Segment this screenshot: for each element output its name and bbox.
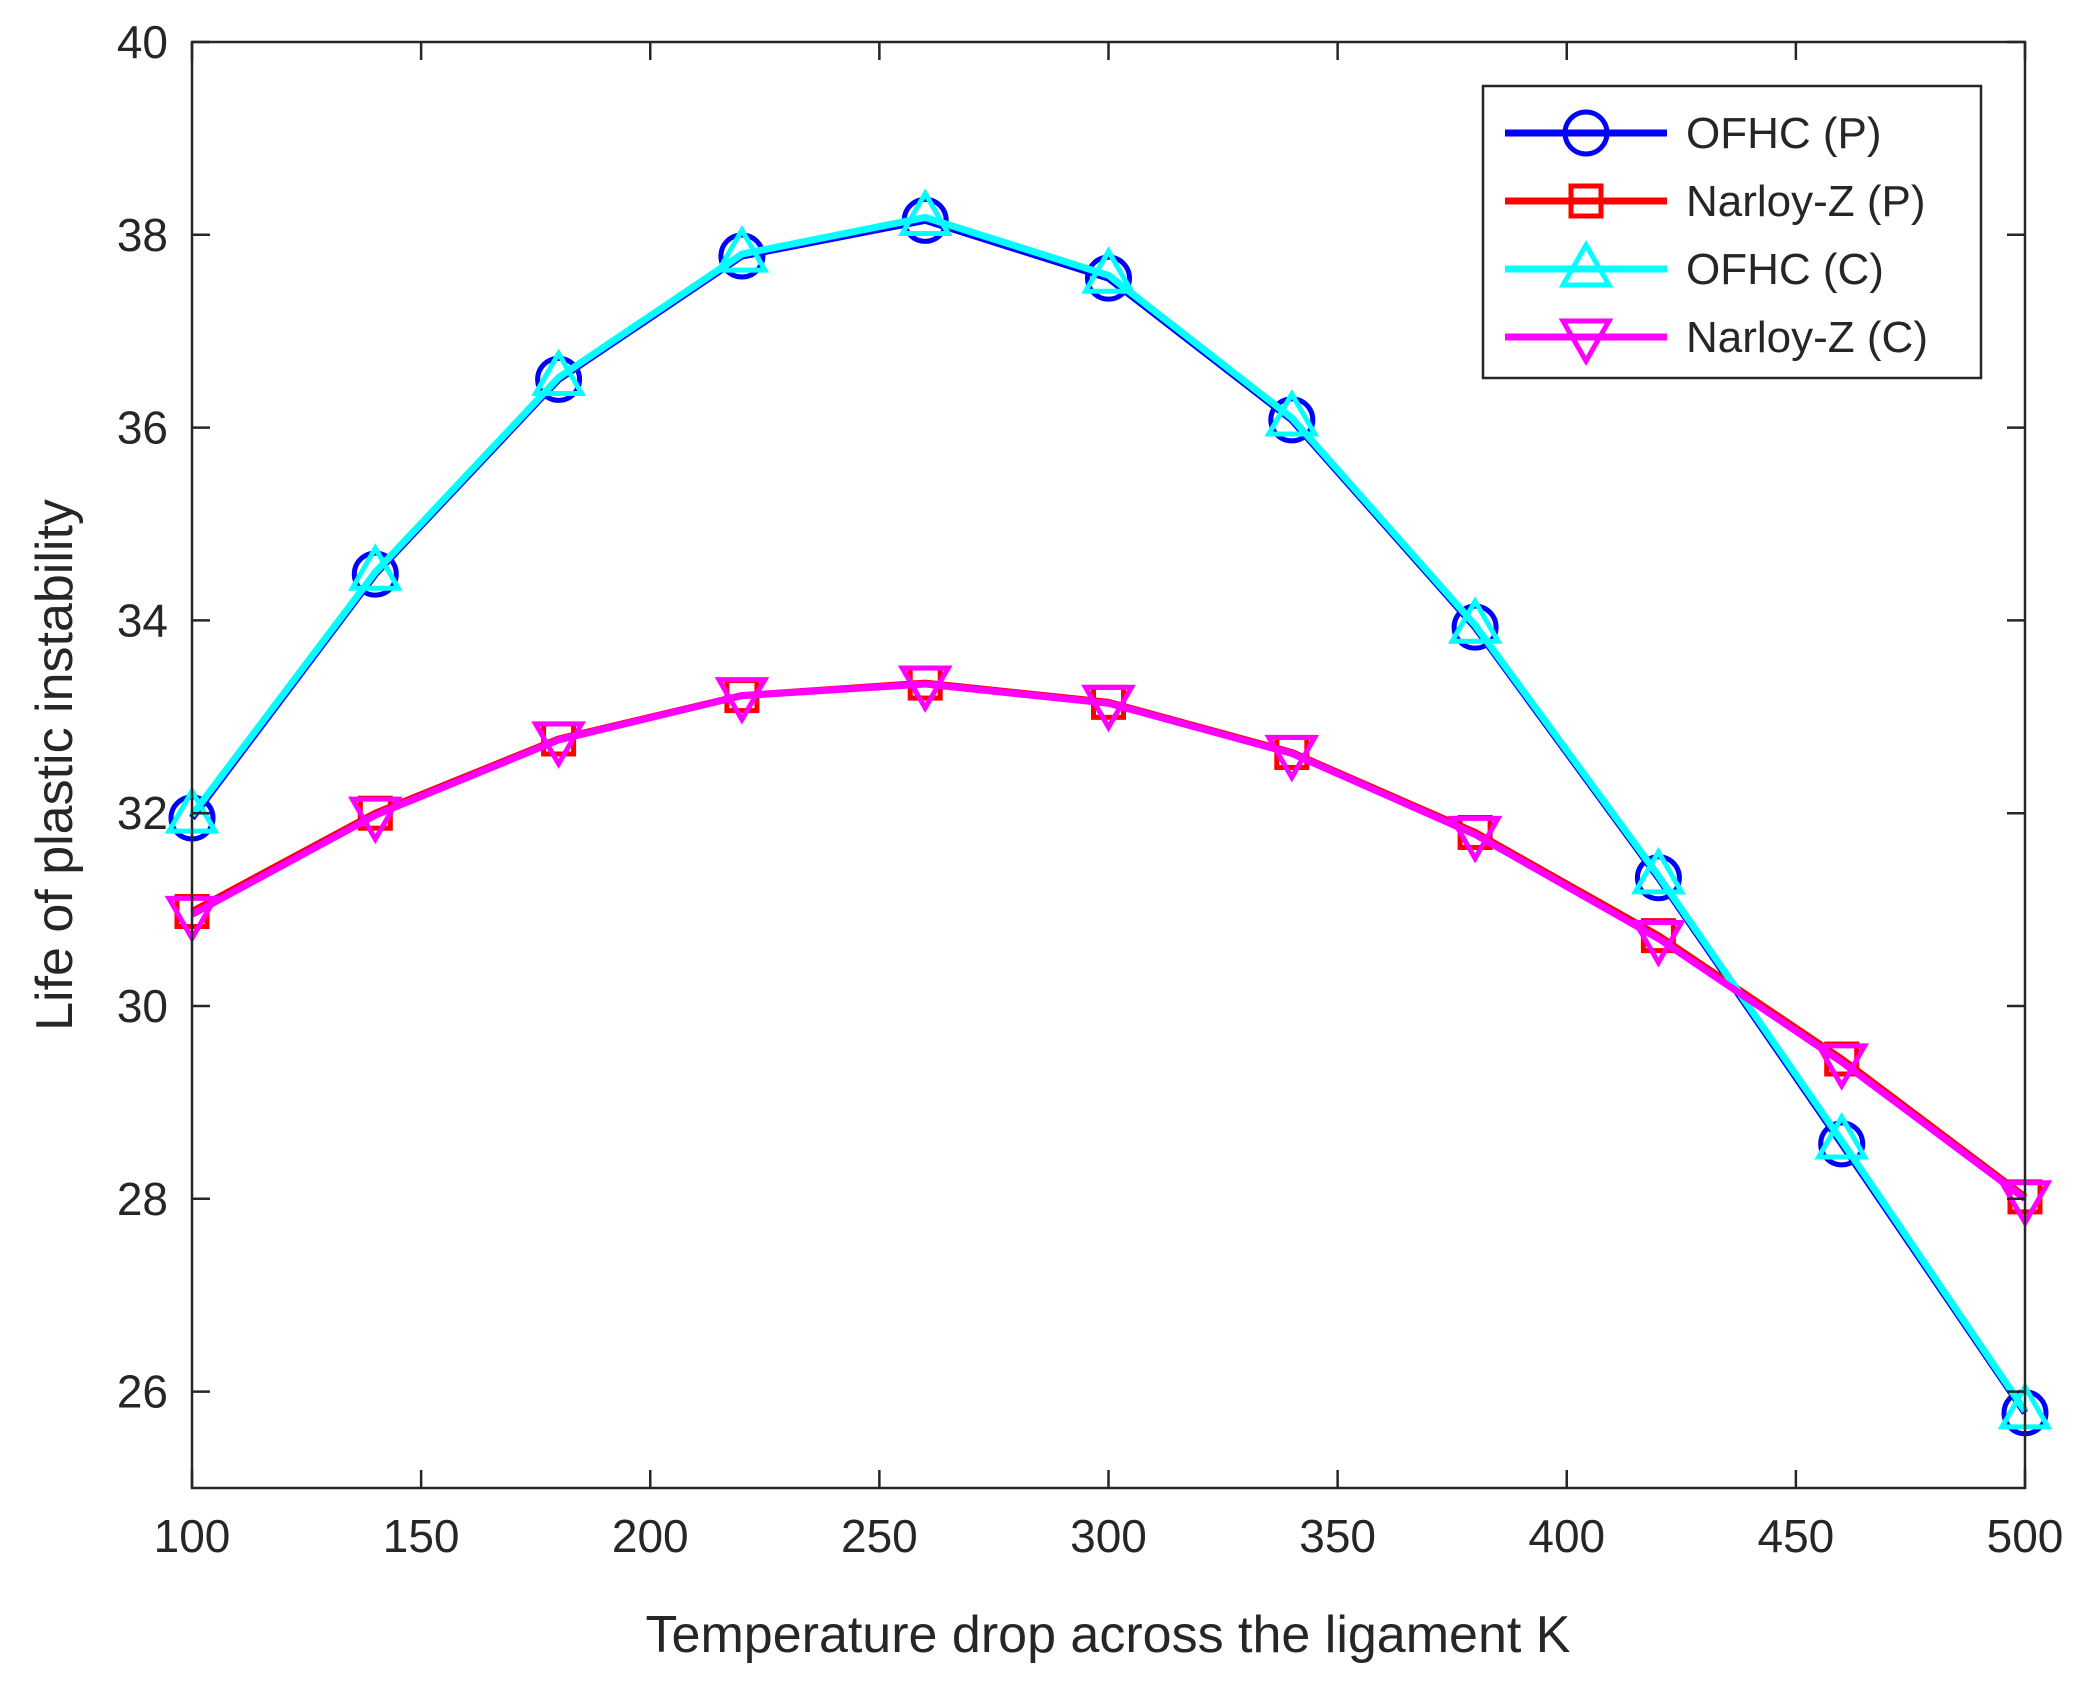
data-point [1085, 254, 1132, 302]
y-tick-label: 36 [117, 402, 168, 454]
legend-item: OFHC (P) [1505, 109, 1882, 158]
legend-item: OFHC (C) [1505, 239, 1884, 294]
data-point [1631, 920, 1686, 968]
data-point [347, 796, 403, 845]
x-tick-label: 300 [1070, 1510, 1147, 1562]
data-point [347, 543, 403, 591]
x-tick-label: 500 [1987, 1510, 2064, 1562]
x-tick-label: 100 [154, 1510, 231, 1562]
data-point [1818, 1120, 1866, 1168]
y-tick-label: 38 [117, 209, 168, 261]
data-point [1631, 846, 1686, 895]
legend: OFHC (P) Narloy-Z (P) OFHC (C) Narloy-Z (C) [1481, 84, 1983, 380]
data-point [1081, 684, 1136, 733]
ticks-layer: 100 150 200 250 300 350 400 450 500 26 28 30 32 34 36 3… [117, 16, 2064, 1562]
data-point [531, 721, 586, 769]
y-tick-label: 40 [117, 16, 168, 68]
x-tick-label: 150 [383, 1510, 460, 1562]
legend-swatch-marker [1568, 183, 1604, 219]
series-narloy-z-c [164, 665, 2053, 1228]
legend-swatch-marker [1558, 318, 1614, 367]
y-tick-label: 26 [117, 1366, 168, 1418]
data-point [1447, 815, 1503, 864]
x-tick-label: 200 [612, 1510, 689, 1562]
data-point [1264, 388, 1320, 437]
data-point [897, 665, 953, 714]
legend-item: Narloy-Z (P) [1505, 177, 1926, 226]
data-point [1814, 1043, 1870, 1091]
x-tick-label: 450 [1758, 1510, 1835, 1562]
data-point [1447, 596, 1503, 644]
data-point [897, 188, 953, 236]
data-point [714, 225, 770, 273]
legend-swatch-marker [1558, 239, 1614, 288]
series-layer [164, 188, 2053, 1437]
legend-label: Narloy-Z (C) [1686, 313, 1928, 362]
series-line [189, 213, 2028, 1413]
y-tick-label: 34 [117, 594, 168, 646]
data-point [714, 677, 770, 725]
legend-label: OFHC (P) [1686, 109, 1882, 158]
series-line [190, 680, 2028, 1202]
data-point [531, 348, 586, 396]
data-point [1081, 246, 1136, 294]
legend-label: Narloy-Z (P) [1686, 177, 1926, 226]
legend-swatch-marker [1562, 109, 1610, 157]
x-tick-label: 250 [841, 1510, 918, 1562]
legend-label: OFHC (C) [1686, 245, 1884, 294]
data-point [1814, 1111, 1870, 1160]
y-tick-label: 30 [117, 980, 168, 1032]
x-axis-title: Temperature drop across the ligament K [646, 1606, 1571, 1664]
x-tick-label: 350 [1299, 1510, 1376, 1562]
y-tick-label: 32 [117, 787, 168, 839]
y-tick-label: 28 [117, 1173, 168, 1225]
data-point [1264, 734, 1320, 783]
x-tick-label: 400 [1528, 1510, 1605, 1562]
y-axis-title: Life of plastic instability [26, 499, 84, 1031]
legend-item: Narloy-Z (C) [1505, 313, 1928, 367]
